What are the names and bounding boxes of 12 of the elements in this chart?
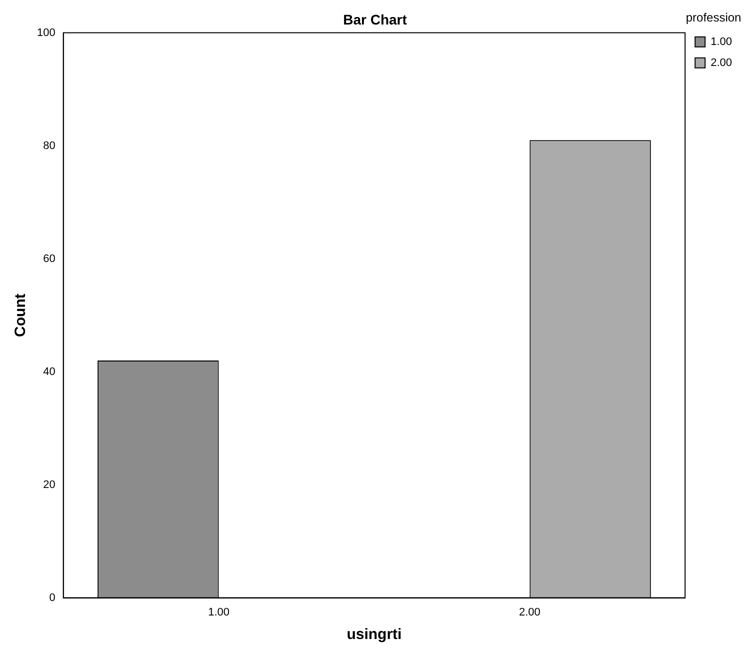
legend-label: 2.00 xyxy=(710,56,732,69)
y-tick-label: 100 xyxy=(36,26,56,39)
y-tick-label: 0 xyxy=(49,592,56,604)
x-axis-title: usingrti xyxy=(346,626,402,644)
y-tick-label: 80 xyxy=(43,140,56,152)
legend-title: profession xyxy=(686,10,742,24)
y-axis-title: Count xyxy=(12,294,30,337)
y-tick-label: 40 xyxy=(43,366,56,378)
y-tick-label: 20 xyxy=(43,478,56,491)
y-tick-label: 60 xyxy=(43,252,56,265)
chart-title: Bar Chart xyxy=(343,11,408,28)
legend-label: 1.00 xyxy=(710,36,732,48)
